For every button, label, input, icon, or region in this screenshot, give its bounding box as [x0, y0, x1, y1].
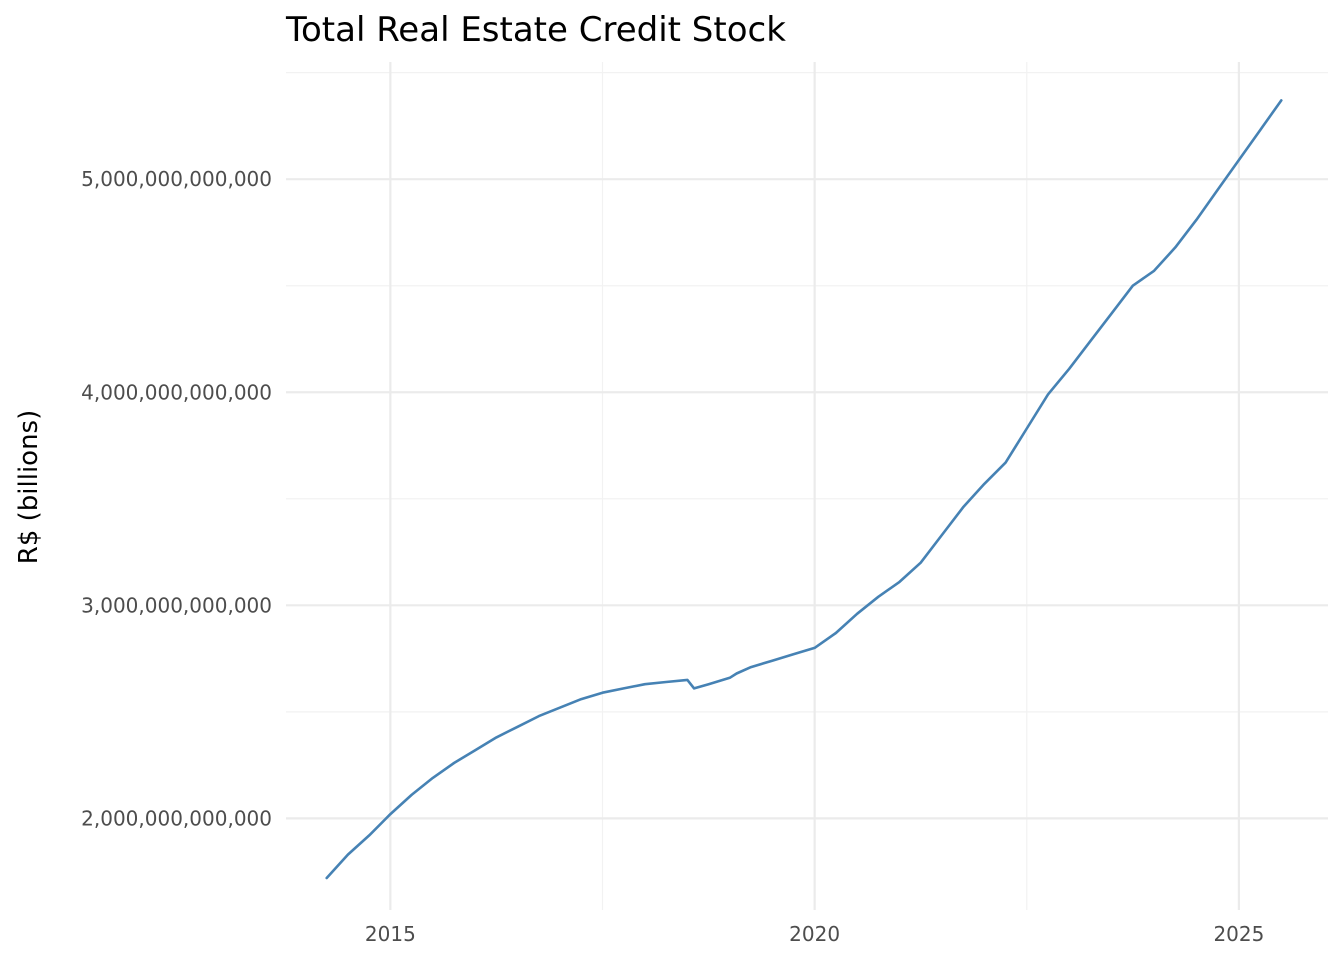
credit-stock-series-line	[325, 99, 1283, 880]
y-axis-tick-labels: 2,000,000,000,000 3,000,000,000,000 4,000,…	[81, 167, 272, 830]
minor-gridlines	[286, 62, 1328, 910]
y-tick-label: 4,000,000,000,000	[81, 380, 272, 404]
y-tick-label: 3,000,000,000,000	[81, 593, 272, 617]
major-gridlines	[286, 62, 1328, 910]
x-tick-label: 2020	[789, 922, 840, 946]
x-tick-label: 2015	[365, 922, 416, 946]
x-tick-label: 2025	[1213, 922, 1264, 946]
y-axis-label: R$ (billions)	[14, 410, 44, 565]
chart-title: Total Real Estate Credit Stock	[285, 10, 786, 50]
x-axis-tick-labels: 2015 2020 2025	[365, 922, 1264, 946]
y-tick-label: 5,000,000,000,000	[81, 167, 272, 191]
y-tick-label: 2,000,000,000,000	[81, 806, 272, 830]
